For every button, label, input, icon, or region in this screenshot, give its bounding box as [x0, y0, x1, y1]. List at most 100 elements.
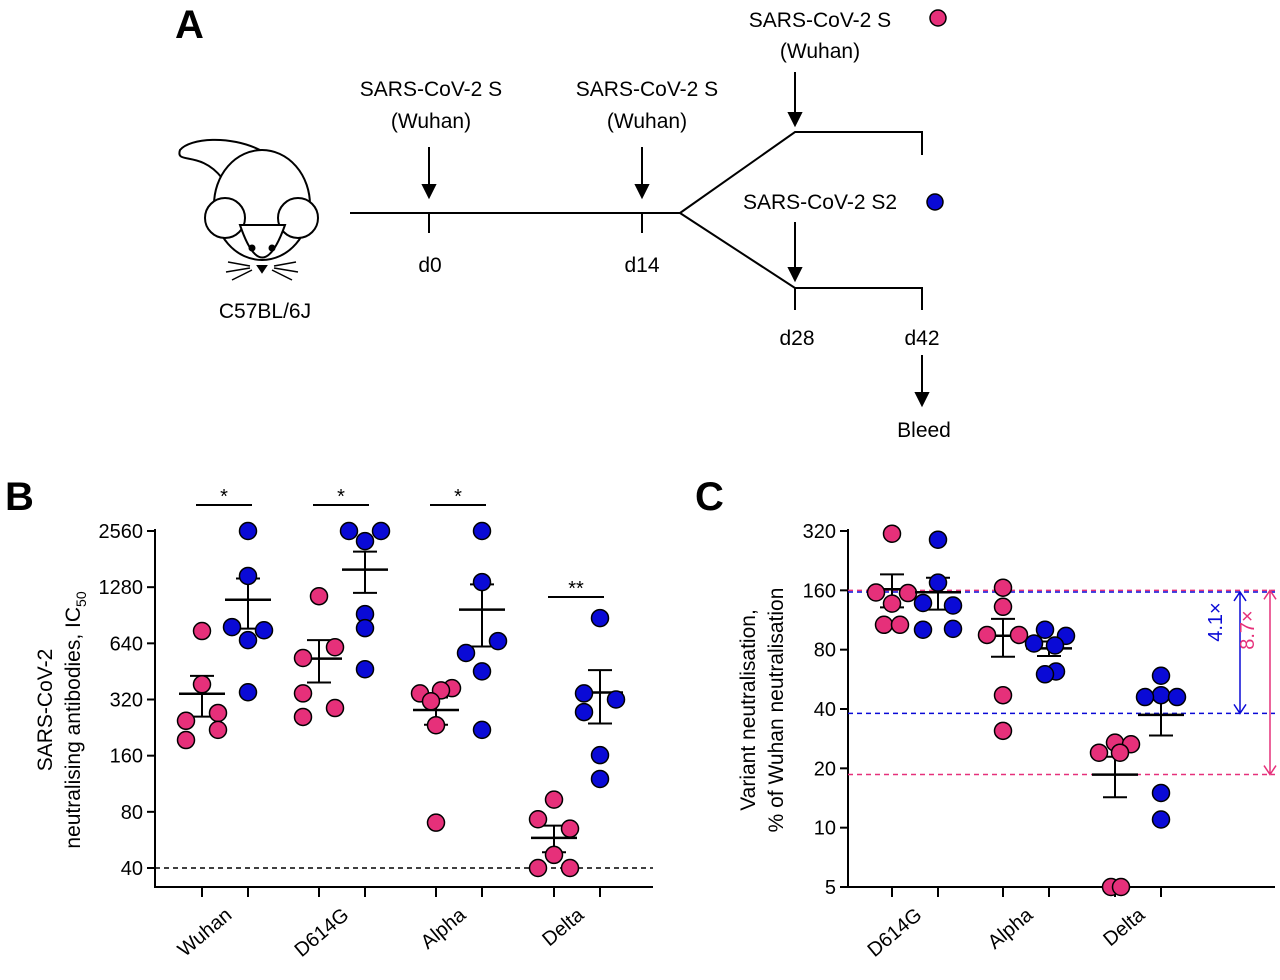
data-point-s-wuhan [325, 637, 345, 657]
data-point-s2 [590, 769, 610, 789]
legend-marker-s-wuhan [929, 9, 947, 27]
data-point-s2 [254, 621, 274, 640]
data-point-s2 [928, 573, 948, 592]
data-point-s-wuhan [293, 648, 313, 668]
arrow-down-icon [421, 72, 930, 408]
data-point-s2 [238, 630, 258, 650]
data-point-s-wuhan [528, 858, 548, 878]
data-point-s2 [913, 593, 933, 613]
panel-b-ylabel-line1: SARS-CoV-2 [34, 649, 57, 772]
d14-immunogen-strain: (Wuhan) [607, 110, 687, 133]
data-point-s2 [606, 690, 626, 709]
significance-stars: ** [568, 578, 584, 600]
data-point-s-wuhan [309, 586, 329, 606]
y-tick-label: 320 [803, 521, 836, 543]
day-label-d0: d0 [418, 254, 441, 277]
data-point-s2 [238, 566, 258, 586]
data-point-s-wuhan [176, 730, 196, 750]
data-point-s-wuhan [208, 720, 228, 740]
day-label-d28: d28 [779, 327, 814, 350]
y-tick-label: 640 [110, 633, 143, 655]
data-point-s2 [238, 682, 258, 702]
data-point-s2 [1045, 636, 1065, 655]
panel-c-ylabel-line2: % of Wuhan neutralisation [765, 588, 788, 833]
ylabel-subscript: 50 [73, 591, 89, 607]
sem-whiskers [236, 577, 260, 630]
data-point-s-wuhan [890, 615, 910, 635]
mouse-icon [178, 138, 319, 281]
data-point-s-wuhan [426, 813, 446, 832]
data-point-s2 [943, 596, 963, 615]
ylabel-text: neutralising antibodies, IC [62, 607, 85, 849]
panel-b-label: B [5, 475, 34, 519]
data-point-s2 [355, 618, 375, 638]
data-point-s-wuhan [560, 858, 580, 878]
y-tick-label: 2560 [99, 521, 144, 543]
data-point-s2 [1167, 687, 1187, 707]
panel-c-ylabel: Variant neutralisation, % of Wuhan neutr… [737, 588, 788, 833]
sem-whiskers [991, 617, 1015, 658]
data-point-s2 [1151, 783, 1171, 803]
data-point-s2 [574, 684, 594, 703]
legend-marker-s2 [926, 193, 944, 211]
data-point-s2 [238, 521, 258, 541]
data-point-s-wuhan [1009, 625, 1029, 645]
significance-stars: * [337, 486, 345, 508]
y-tick-label: 1280 [99, 577, 144, 599]
data-point-s2 [574, 702, 594, 722]
x-tick-label: Delta [538, 903, 589, 950]
data-point-s-wuhan [192, 621, 212, 641]
data-point-s2 [488, 631, 508, 651]
data-point-s2 [222, 617, 242, 637]
y-tick-label: 320 [110, 690, 143, 712]
fold-change-label: 8.7× [1237, 610, 1259, 649]
data-point-s-wuhan [293, 684, 313, 703]
data-point-s-wuhan [882, 524, 902, 543]
data-point-s2 [1135, 687, 1155, 707]
panel-c: C Variant neutralisation, % of Wuhan neu… [695, 475, 1277, 962]
error-bar [342, 550, 388, 594]
y-tick-label: 20 [814, 758, 836, 780]
d28-upper-immunogen-strain: (Wuhan) [780, 40, 860, 63]
data-point-s-wuhan [1110, 743, 1130, 762]
d28-upper-immunogen: SARS-CoV-2 S [749, 9, 891, 32]
data-point-s-wuhan [993, 685, 1013, 705]
x-tick-label: Alpha [417, 903, 471, 953]
sem-whiskers [307, 639, 331, 684]
data-point-s-wuhan [1089, 743, 1109, 762]
sem-whiskers [588, 669, 612, 725]
d0-immunogen: SARS-CoV-2 S [360, 78, 502, 101]
significance-stars: * [454, 486, 462, 508]
data-point-s-wuhan [993, 578, 1013, 597]
bleed-label: Bleed [897, 419, 951, 442]
data-point-s2 [472, 662, 492, 681]
error-bar [1092, 755, 1138, 799]
x-tick-label: D614G [291, 904, 354, 962]
y-tick-label: 80 [121, 802, 143, 824]
timeline [350, 131, 923, 310]
x-tick-label: D614G [864, 904, 927, 962]
data-point-s-wuhan [993, 597, 1013, 617]
data-point-s-wuhan [293, 707, 313, 727]
panel-c-ylabel-line1: Variant neutralisation, [737, 609, 760, 811]
day-label-d14: d14 [624, 254, 659, 277]
y-tick-label: 160 [110, 746, 143, 768]
y-tick-label: 80 [814, 640, 836, 662]
d14-immunogen: SARS-CoV-2 S [576, 78, 718, 101]
fold-arrow-s2 [1233, 590, 1247, 715]
data-point-s-wuhan [208, 703, 228, 723]
data-point-s2 [1151, 685, 1171, 705]
data-point-s-wuhan [528, 810, 548, 829]
sem-whiskers [1103, 755, 1127, 799]
x-tick-label: Wuhan [174, 904, 236, 961]
data-point-s2 [1035, 620, 1055, 639]
data-point-s2 [1035, 665, 1055, 684]
data-point-s-wuhan [977, 625, 997, 645]
data-point-s2 [456, 643, 476, 663]
panel-c-plot: 5 10 20 40 80 160 320 D614G Alpha Delta 4.1× 8.7× [803, 521, 1277, 962]
panel-c-label: C [695, 475, 724, 519]
data-point-s-wuhan [176, 711, 196, 731]
x-tick-label: Delta [1099, 903, 1150, 950]
panel-b-ylabel: SARS-CoV-2 neutralising antibodies, IC50 [34, 591, 89, 848]
axes [154, 529, 653, 888]
